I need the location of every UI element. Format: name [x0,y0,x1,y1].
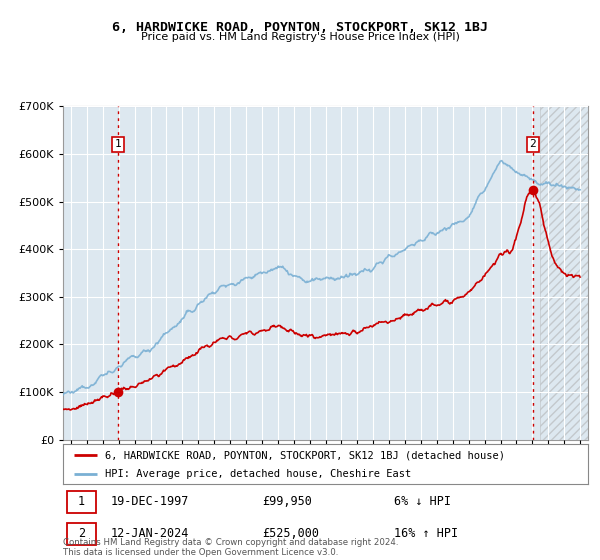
Bar [540,106,588,440]
FancyBboxPatch shape [67,523,96,544]
Text: £525,000: £525,000 [263,527,320,540]
Text: HPI: Average price, detached house, Cheshire East: HPI: Average price, detached house, Ches… [105,469,411,479]
Text: 1: 1 [78,495,85,508]
FancyBboxPatch shape [67,491,96,513]
Text: 6% ↓ HPI: 6% ↓ HPI [394,495,451,508]
Text: 2: 2 [529,139,536,150]
Bar [540,106,588,440]
Text: 6, HARDWICKE ROAD, POYNTON, STOCKPORT, SK12 1BJ: 6, HARDWICKE ROAD, POYNTON, STOCKPORT, S… [112,21,488,34]
Text: £99,950: £99,950 [263,495,313,508]
Text: 19-DEC-1997: 19-DEC-1997 [110,495,188,508]
Text: Contains HM Land Registry data © Crown copyright and database right 2024.
This d: Contains HM Land Registry data © Crown c… [63,538,398,557]
Text: Price paid vs. HM Land Registry's House Price Index (HPI): Price paid vs. HM Land Registry's House … [140,32,460,43]
Text: 6, HARDWICKE ROAD, POYNTON, STOCKPORT, SK12 1BJ (detached house): 6, HARDWICKE ROAD, POYNTON, STOCKPORT, S… [105,450,505,460]
Text: 12-JAN-2024: 12-JAN-2024 [110,527,188,540]
Text: 16% ↑ HPI: 16% ↑ HPI [394,527,458,540]
Text: 1: 1 [115,139,122,150]
Text: 2: 2 [78,527,85,540]
